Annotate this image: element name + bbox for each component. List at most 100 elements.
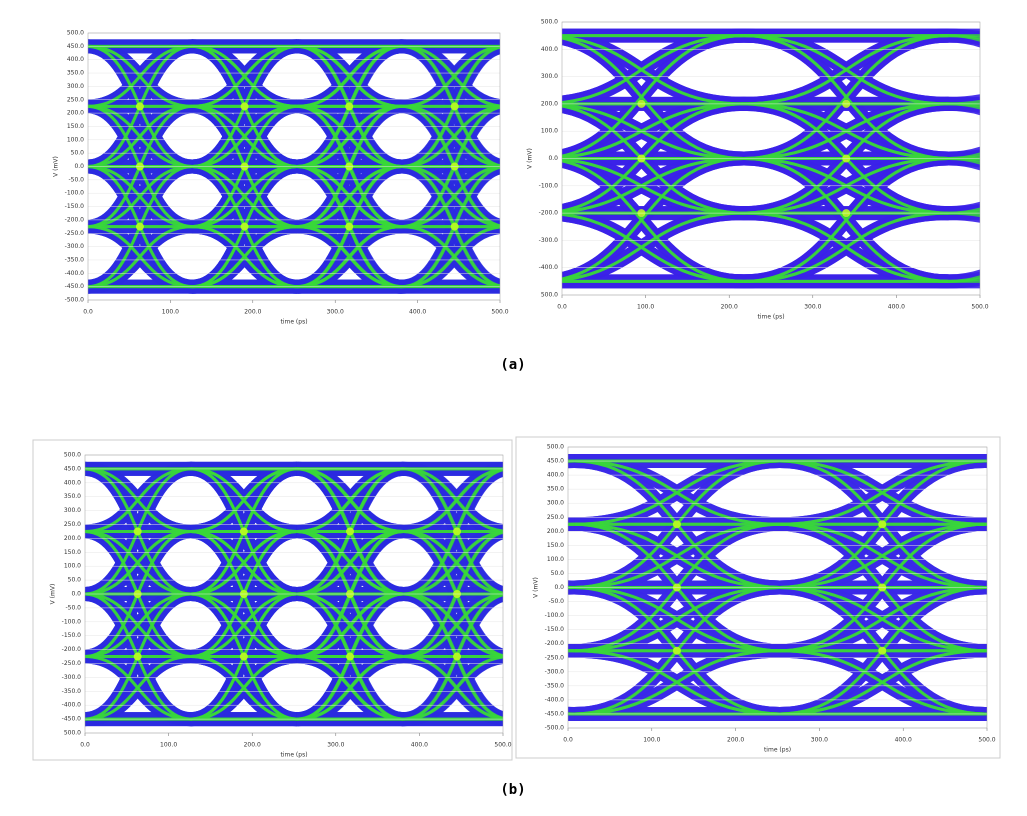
y-tick-label: -450.0 bbox=[545, 710, 565, 717]
eye-trace bbox=[403, 467, 503, 533]
y-tick-label: -100.0 bbox=[62, 618, 82, 625]
eye-trace-extension bbox=[85, 587, 86, 591]
y-axis-label: V (mV) bbox=[50, 584, 57, 605]
y-tick-label: -400.0 bbox=[62, 702, 82, 709]
eye-trace bbox=[743, 34, 949, 106]
eye-trace-extension bbox=[574, 586, 780, 653]
eye-trace-extension bbox=[984, 517, 987, 532]
y-tick-label: 450.0 bbox=[64, 465, 81, 472]
plot-border bbox=[567, 446, 988, 729]
y-axis-label: V (mV) bbox=[533, 577, 540, 598]
y-tick-label: 500.0 bbox=[67, 30, 84, 37]
y-tick-label: 500.0 bbox=[541, 292, 558, 299]
x-tick-label: 500.0 bbox=[494, 742, 511, 749]
y-tick-label: -300.0 bbox=[539, 237, 559, 244]
eye-trace-extension bbox=[984, 580, 987, 595]
eye-trace bbox=[779, 459, 985, 526]
eye-trace-extension bbox=[984, 517, 987, 532]
eye-trace-extension bbox=[984, 643, 987, 658]
eye-trace-extension bbox=[984, 585, 987, 589]
eye-trace bbox=[402, 104, 500, 168]
eye-trace-extension bbox=[574, 522, 780, 589]
plot-clip bbox=[568, 454, 987, 721]
y-tick-label: 500.0 bbox=[64, 452, 81, 459]
eye-trace-extension bbox=[562, 213, 744, 283]
x-axis-label: time (ps) bbox=[757, 314, 784, 321]
eye-trace bbox=[779, 649, 985, 716]
eye-trace-extension bbox=[88, 165, 193, 229]
eye-trace-extension bbox=[192, 165, 297, 229]
eye-trace-extension bbox=[984, 712, 987, 716]
y-tick-label: 200.0 bbox=[64, 535, 81, 542]
eye-trace-extension bbox=[984, 712, 987, 716]
eye-trace-extension bbox=[297, 467, 404, 533]
y-tick-label: 100.0 bbox=[547, 556, 564, 563]
y-tick-label: -200.0 bbox=[545, 640, 565, 647]
eye-trace-extension bbox=[297, 44, 403, 108]
crossing-point bbox=[240, 102, 249, 111]
eye-trace-extension bbox=[85, 529, 191, 596]
eye-trace bbox=[403, 529, 503, 595]
eye-trace-extension bbox=[0, 469, 85, 594]
eye-trace-extension bbox=[190, 655, 297, 721]
x-tick-label: 300.0 bbox=[804, 304, 821, 311]
eye-trace bbox=[403, 592, 503, 658]
eye-trace-extension bbox=[297, 529, 404, 596]
y-tick-label: 250.0 bbox=[547, 514, 564, 521]
eye-trace-extension bbox=[562, 35, 744, 106]
eye-trace-extension bbox=[984, 706, 987, 721]
x-tick-label: 200.0 bbox=[244, 742, 261, 749]
crossing-point bbox=[345, 102, 354, 111]
eye-trace-extension bbox=[85, 597, 86, 601]
eye-trace-extension bbox=[984, 522, 987, 526]
eye-trace-extension bbox=[984, 459, 987, 463]
eye-trace-extension bbox=[297, 225, 403, 289]
eye-trace-extension bbox=[297, 104, 403, 168]
y-tick-label: -300.0 bbox=[62, 674, 82, 681]
y-tick-label: 150.0 bbox=[67, 123, 84, 130]
eye-trace-extension bbox=[574, 649, 780, 716]
y-tick-label: -400.0 bbox=[539, 264, 559, 271]
eye-trace-extension bbox=[984, 643, 987, 658]
y-tick-label: 50.0 bbox=[551, 570, 565, 577]
x-tick-label: 400.0 bbox=[888, 304, 905, 311]
y-tick-label: 0.0 bbox=[71, 591, 81, 598]
y-tick-label: -100.0 bbox=[539, 182, 559, 189]
eye-trace-extension bbox=[0, 594, 85, 719]
eye-trace-extension bbox=[0, 167, 88, 287]
x-axis-label: time (ps) bbox=[280, 752, 307, 759]
eye-trace-extension bbox=[562, 159, 744, 283]
y-axis-label: V (mV) bbox=[527, 148, 534, 169]
eye-trace-extension bbox=[984, 706, 987, 721]
eye-trace-extension bbox=[984, 586, 987, 590]
x-axis-label: time (ps) bbox=[764, 747, 791, 754]
y-tick-label: 350.0 bbox=[64, 493, 81, 500]
y-tick-label: -450.0 bbox=[62, 716, 82, 723]
y-tick-label: -400.0 bbox=[545, 696, 565, 703]
eye-trace-extension bbox=[88, 279, 89, 284]
x-tick-label: 0.0 bbox=[80, 742, 90, 749]
x-tick-label: 400.0 bbox=[895, 737, 912, 744]
y-tick-label: -200.0 bbox=[539, 210, 559, 217]
eye-trace-extension bbox=[984, 649, 987, 653]
crossing-point bbox=[672, 646, 681, 655]
y-tick-label: -250.0 bbox=[65, 230, 85, 237]
x-tick-label: 200.0 bbox=[721, 304, 738, 311]
x-tick-label: 200.0 bbox=[727, 737, 744, 744]
eye-trace-extension bbox=[984, 454, 987, 469]
x-tick-label: 300.0 bbox=[327, 309, 344, 316]
y-tick-label: 400.0 bbox=[547, 472, 564, 479]
x-tick-label: 0.0 bbox=[83, 309, 93, 316]
eye-trace-extension bbox=[984, 454, 987, 469]
y-tick-label: 100.0 bbox=[67, 136, 84, 143]
eye-trace bbox=[403, 655, 503, 720]
eye-trace-extension bbox=[984, 585, 987, 589]
y-tick-label: 50.0 bbox=[71, 150, 85, 157]
plot-border bbox=[87, 32, 501, 301]
y-tick-label: -150.0 bbox=[545, 626, 565, 633]
x-tick-label: 0.0 bbox=[557, 304, 567, 311]
y-tick-label: 400.0 bbox=[64, 479, 81, 486]
y-tick-label: 300.0 bbox=[64, 507, 81, 514]
x-axis-label: time (ps) bbox=[280, 319, 307, 326]
